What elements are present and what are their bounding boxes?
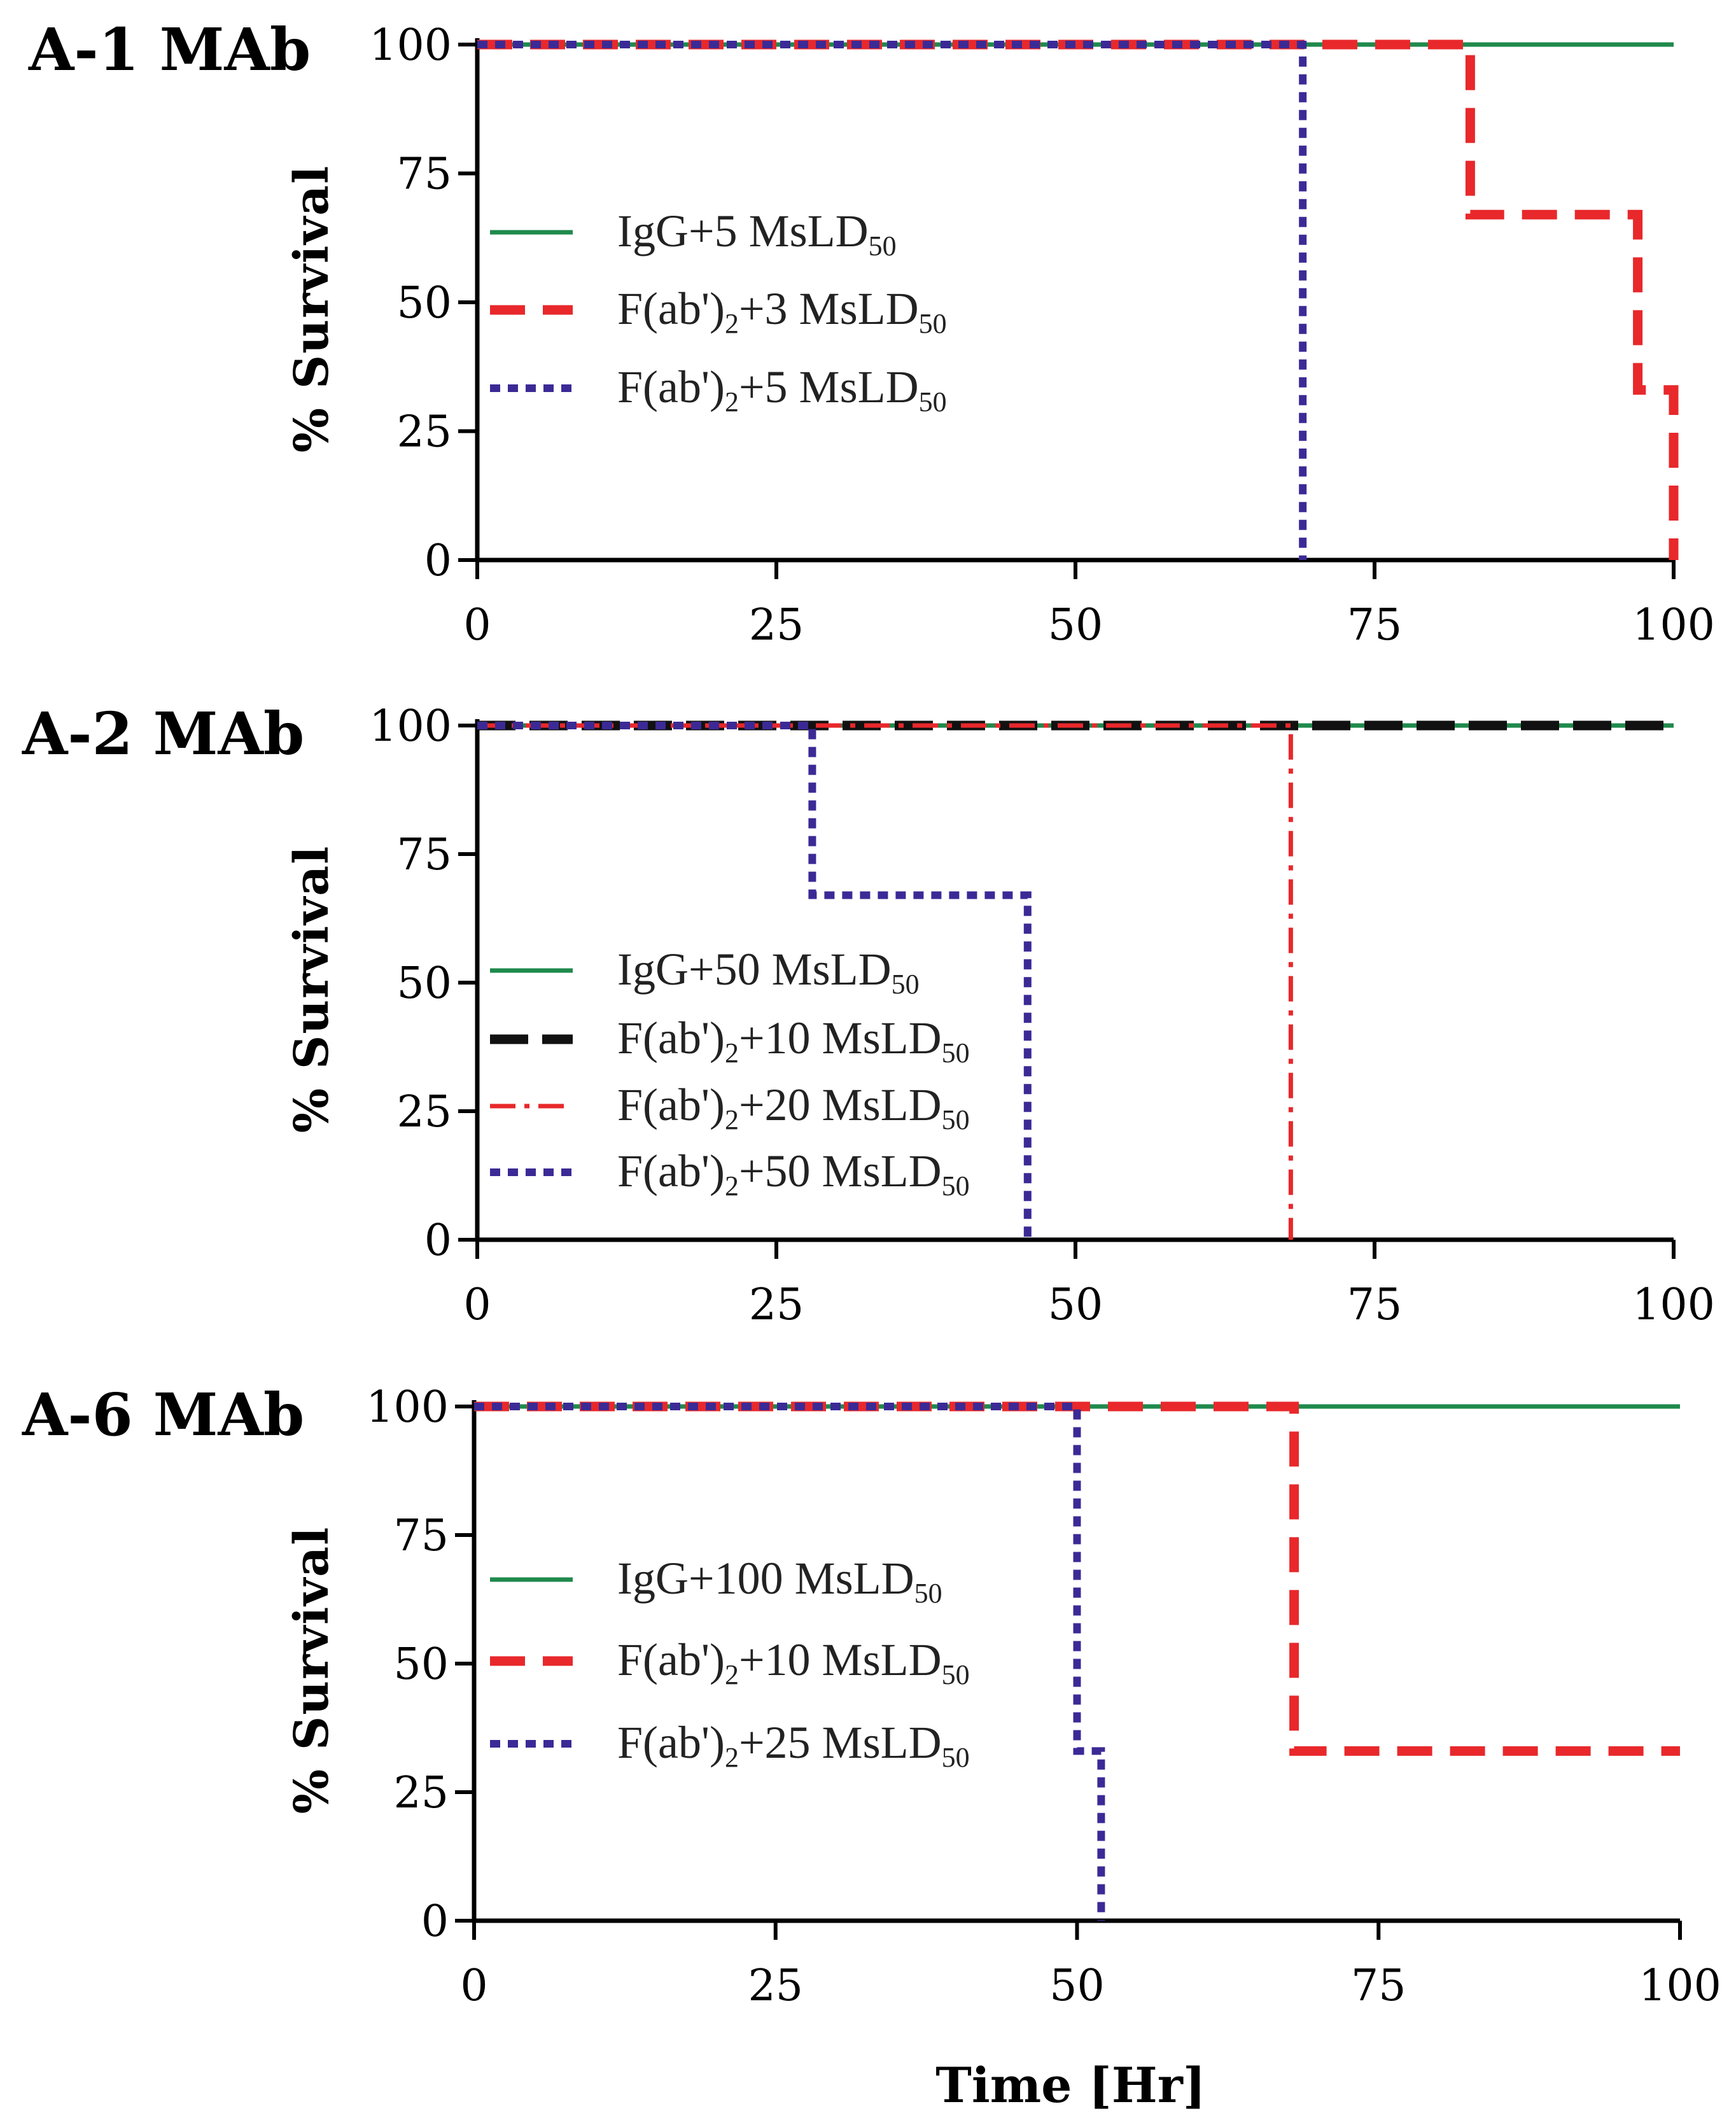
panel-2: A-2 MAb 0 25 50 75 100 0 25 50 75 100 % Survival IgG… bbox=[22, 699, 1715, 1330]
y-tick-label: 100 bbox=[366, 1382, 449, 1433]
legend-label: F(ab')2+5 MsLD50 bbox=[617, 361, 947, 417]
legend-label: F(ab')2+10 MsLD50 bbox=[617, 1634, 970, 1690]
y-axis-label: % Survival bbox=[284, 165, 339, 452]
y-tick-label: 0 bbox=[424, 1216, 452, 1266]
x-tick-label: 25 bbox=[748, 1961, 803, 2011]
x-tick-label: 0 bbox=[463, 1280, 491, 1330]
panel-title: A-1 MAb bbox=[28, 15, 311, 84]
legend-label: F(ab')2+10 MsLD50 bbox=[617, 1013, 970, 1069]
y-tick-label: 75 bbox=[396, 830, 452, 880]
x-tick-label: 25 bbox=[749, 1280, 804, 1330]
legend-label: F(ab')2+25 MsLD50 bbox=[617, 1717, 970, 1773]
x-tick-label: 0 bbox=[460, 1961, 487, 2011]
series-line-4 bbox=[477, 722, 1032, 1240]
y-tick-label: 25 bbox=[393, 1768, 449, 1818]
panel-title: A-6 MAb bbox=[22, 1380, 304, 1449]
x-tick-label: 75 bbox=[1347, 600, 1403, 650]
x-tick-label: 50 bbox=[1048, 1280, 1103, 1330]
y-tick-label: 100 bbox=[369, 20, 452, 71]
y-axis-label: % Survival bbox=[284, 1526, 339, 1814]
legend-label: IgG+100 MsLD50 bbox=[617, 1553, 942, 1609]
panel-1: A-1 MAb 0 25 50 75 100 0 25 50 75 100 % Survival IgG… bbox=[28, 15, 1715, 650]
legend-label: F(ab')2+20 MsLD50 bbox=[617, 1079, 970, 1135]
y-axis-label: % Survival bbox=[284, 845, 339, 1133]
series-line-3 bbox=[477, 41, 1307, 560]
x-tick-label: 0 bbox=[463, 600, 491, 650]
x-tick-label: 25 bbox=[749, 600, 804, 650]
y-tick-label: 50 bbox=[396, 958, 452, 1009]
panel-title: A-2 MAb bbox=[22, 699, 304, 768]
x-tick-label: 50 bbox=[1048, 600, 1103, 650]
series-line-3 bbox=[474, 1403, 1105, 1921]
y-tick-label: 0 bbox=[424, 536, 452, 586]
panel-3: A-6 MAb 0 25 50 75 100 0 25 50 75 100 % Survival Tim… bbox=[22, 1380, 1721, 2114]
y-tick-label: 75 bbox=[396, 150, 452, 200]
x-tick-label: 100 bbox=[1639, 1961, 1721, 2011]
x-tick-label: 100 bbox=[1632, 600, 1715, 650]
legend-label: IgG+5 MsLD50 bbox=[617, 206, 897, 262]
y-tick-label: 100 bbox=[369, 701, 452, 752]
y-tick-label: 0 bbox=[421, 1897, 449, 1947]
series-line-2 bbox=[477, 39, 1679, 560]
y-tick-label: 50 bbox=[393, 1639, 449, 1690]
x-tick-label: 50 bbox=[1049, 1961, 1105, 2011]
y-tick-label: 25 bbox=[396, 407, 452, 458]
legend-label: IgG+50 MsLD50 bbox=[617, 944, 920, 1000]
x-tick-label: 75 bbox=[1351, 1961, 1406, 2011]
y-tick-label: 75 bbox=[393, 1511, 449, 1561]
x-axis-label: Time [Hr] bbox=[935, 2057, 1205, 2114]
y-tick-label: 25 bbox=[396, 1087, 452, 1137]
x-tick-label: 75 bbox=[1347, 1280, 1403, 1330]
legend-label: F(ab')2+50 MsLD50 bbox=[617, 1146, 970, 1202]
x-tick-label: 100 bbox=[1632, 1280, 1715, 1330]
legend-label: F(ab')2+3 MsLD50 bbox=[617, 283, 947, 339]
y-tick-label: 50 bbox=[396, 278, 452, 328]
